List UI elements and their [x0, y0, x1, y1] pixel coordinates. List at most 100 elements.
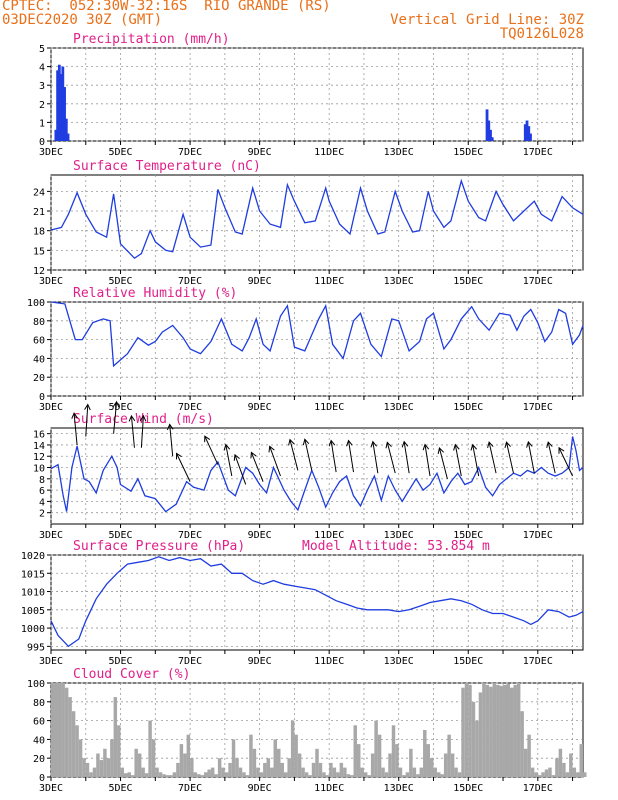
cloud-bar	[339, 762, 344, 777]
y-tick-label: 0	[39, 773, 45, 784]
panel-title: Relative Humidity (%)	[73, 286, 237, 301]
wind-arrow	[140, 415, 144, 448]
cloud-bar	[148, 720, 152, 777]
cloud-bar	[374, 720, 378, 777]
wind-arrow	[176, 453, 191, 482]
x-tick-label: 9DEC	[248, 530, 272, 541]
cloud-bar	[471, 701, 476, 777]
precip-bar	[64, 118, 68, 141]
precip-bar	[59, 74, 63, 141]
wind-arrow-head	[166, 423, 174, 431]
cloud-bar	[158, 772, 163, 777]
series-line	[50, 556, 584, 648]
x-tick-label: 3DEC	[39, 530, 63, 541]
cloud-bar	[228, 762, 232, 777]
precip-bar	[529, 133, 532, 141]
cloud-bar	[54, 683, 58, 777]
cloud-bar	[176, 762, 180, 777]
cloud-bar	[555, 758, 559, 777]
y-tick-label: 3	[39, 81, 45, 92]
y-tick-label: 2	[39, 100, 45, 111]
cloud-bar	[92, 767, 97, 777]
cloud-bar	[329, 762, 333, 777]
wind-arrow	[130, 415, 135, 448]
wind-arrow-head	[223, 443, 231, 451]
cloud-bar	[433, 767, 437, 777]
cloud-bar	[377, 734, 382, 777]
cloud-bar	[290, 720, 295, 777]
x-tick-label: 13DEC	[384, 276, 414, 287]
y-tick-label: 1010	[21, 588, 45, 599]
y-tick-label: 4	[39, 63, 45, 74]
precip-bar	[54, 129, 58, 141]
x-tick-label: 11DEC	[314, 530, 344, 541]
cloud-bar	[509, 687, 514, 777]
wind-arrow	[372, 441, 379, 474]
cloud-bar	[245, 775, 250, 777]
cloud-bar	[391, 725, 396, 777]
precip-bar	[66, 133, 70, 141]
x-tick-label: 11DEC	[314, 656, 344, 667]
x-tick-label: 9DEC	[248, 147, 272, 158]
wind-arrow	[558, 447, 574, 477]
cloud-bar	[224, 772, 229, 777]
y-tick-label: 15	[33, 246, 45, 257]
cloud-bar	[273, 739, 278, 777]
cloud-bar	[332, 767, 337, 777]
cloud-bar	[499, 685, 504, 777]
wind-arrow	[204, 435, 219, 465]
cloud-bar	[343, 767, 347, 777]
y-tick-label: 1005	[21, 606, 45, 617]
header-line2-left: 03DEC2020 30Z (GMT)	[2, 12, 163, 28]
wind-arrow-head	[139, 414, 147, 422]
wind-arrow-head	[370, 440, 377, 448]
panel-title: Surface Temperature (nC)	[73, 159, 261, 174]
x-tick-label: 11DEC	[314, 783, 344, 794]
cloud-bar	[416, 774, 420, 777]
panel-5: 0 20 40 60 80 100 3DEC 5DEC 7DEC 9DEC 11DEC 13DEC 15…	[27, 667, 587, 794]
y-tick-label: 24	[33, 187, 45, 198]
cloud-bar	[395, 744, 399, 777]
panel-1: 12 15 18 21 24 3DEC 5DEC 7DEC 9DEC 11DEC 13DEC 15DE…	[33, 159, 584, 287]
cloud-bar	[144, 773, 149, 777]
precip-bar	[523, 124, 527, 141]
y-tick-label: 2	[39, 509, 45, 520]
cloud-bar	[294, 734, 298, 777]
cloud-bar	[186, 734, 191, 777]
y-tick-label: 80	[33, 698, 45, 709]
cloud-bar	[464, 683, 469, 777]
wind-arrow-head	[71, 412, 78, 419]
y-tick-label: 0	[39, 137, 45, 148]
y-tick-label: 80	[33, 317, 45, 328]
wind-arrow-head	[504, 441, 511, 449]
wind-arrow	[234, 454, 247, 485]
wind-arrow	[113, 401, 118, 434]
cloud-bar	[583, 772, 587, 777]
y-tick-label: 21	[33, 207, 45, 218]
cloud-bar	[96, 753, 100, 777]
y-tick-label: 20	[33, 373, 45, 384]
x-tick-label: 15DEC	[453, 530, 483, 541]
y-tick-label: 1	[39, 118, 45, 129]
wind-arrow-head	[233, 453, 240, 461]
cloud-bar	[450, 753, 455, 777]
x-tick-label: 3DEC	[39, 147, 63, 158]
cloud-bar	[51, 683, 55, 777]
cloud-bar	[64, 687, 69, 777]
cloud-bar	[183, 753, 187, 777]
x-tick-label: 3DEC	[39, 783, 63, 794]
cloud-bar	[263, 762, 267, 777]
cloud-bar	[235, 758, 239, 777]
wind-arrow-head	[546, 441, 553, 449]
y-tick-label: 18	[33, 227, 45, 238]
cloud-bar	[419, 767, 424, 777]
cloud-bar	[103, 748, 107, 777]
cloud-bar	[304, 772, 309, 777]
precip-bar	[485, 109, 489, 141]
cloud-bar	[360, 767, 364, 777]
wind-arrow	[438, 447, 448, 479]
wind-arrow-head	[175, 452, 182, 460]
wind-arrow	[269, 446, 281, 477]
cloud-bar	[492, 683, 497, 777]
